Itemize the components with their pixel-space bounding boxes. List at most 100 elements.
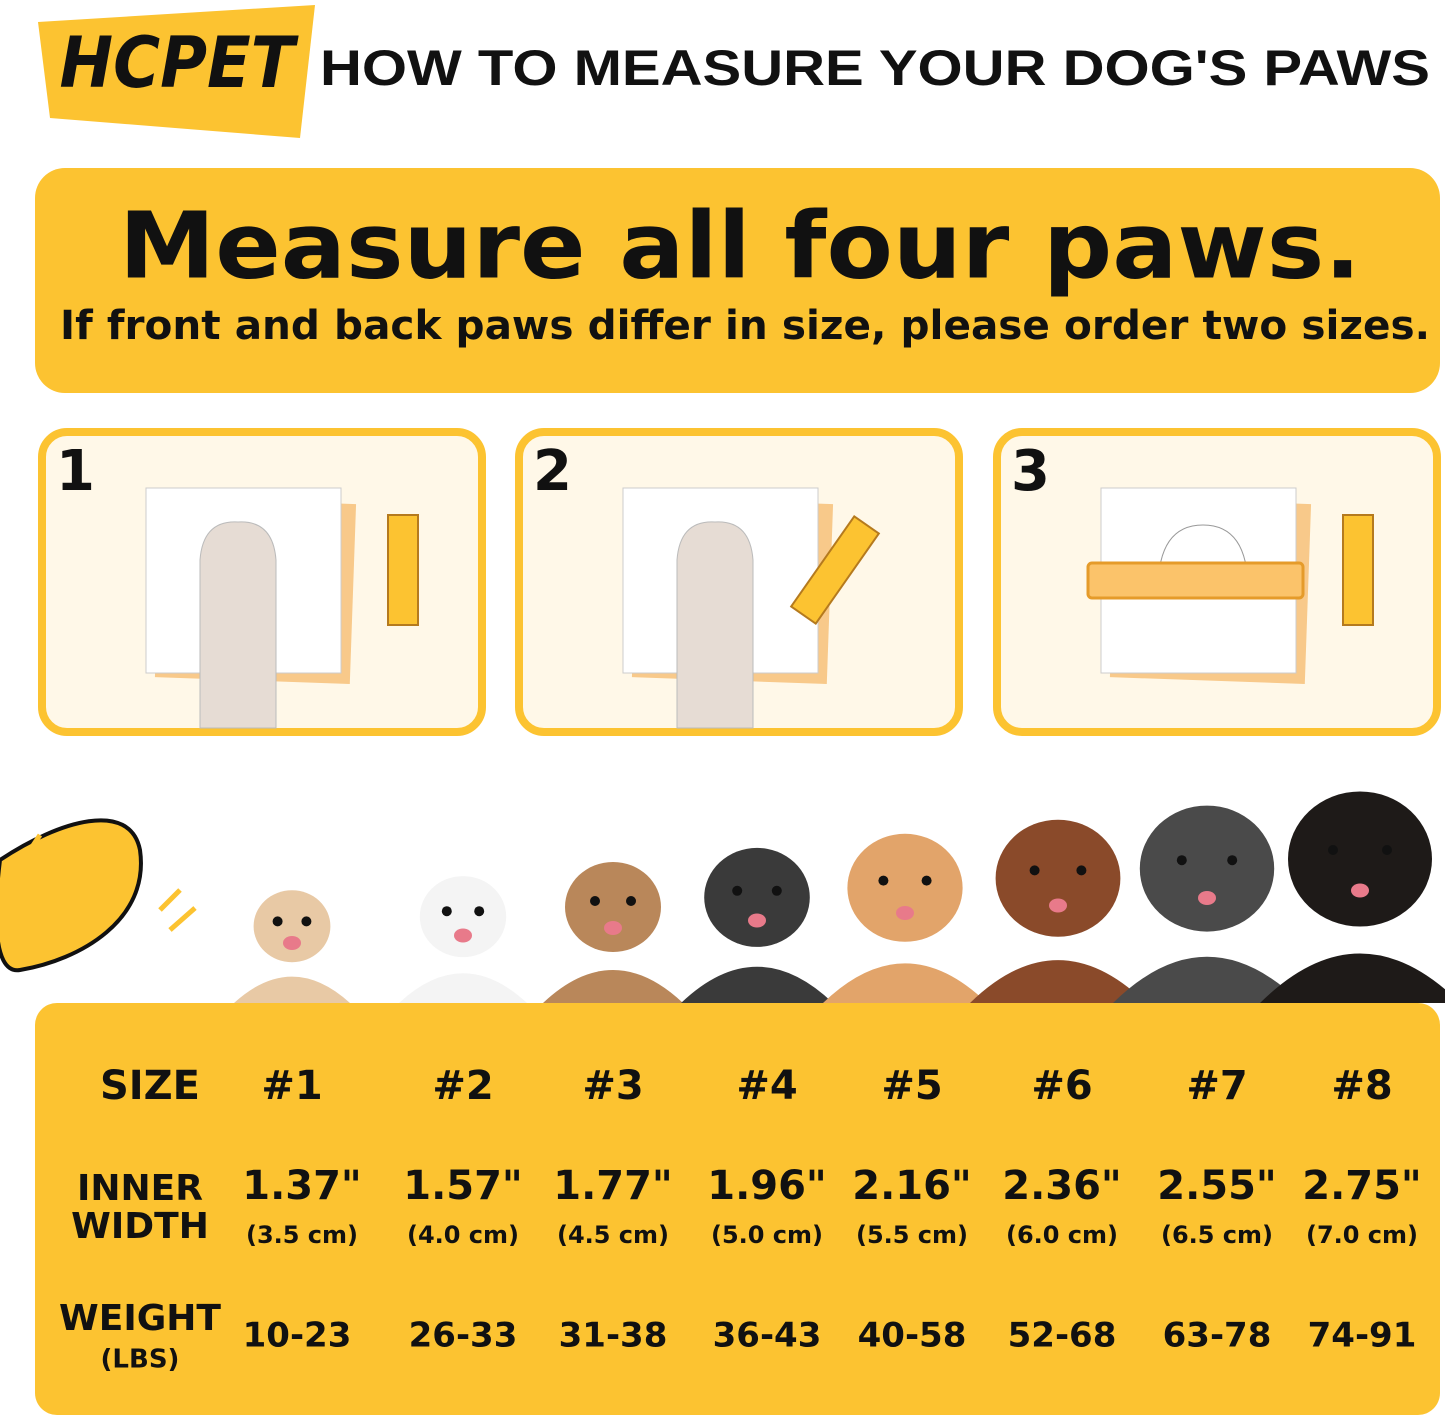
table-columns: #1 1.37" (3.5 cm) 10-23 #2 1.57" (4.0 cm) 26-33… <box>242 1063 1422 1356</box>
banner-heading: Measure all four paws. <box>119 192 1361 299</box>
banner <box>35 168 1440 393</box>
dog-eye <box>590 896 600 906</box>
dog-body <box>681 966 833 1003</box>
dog-head <box>1139 805 1275 932</box>
dog-eye <box>474 906 485 917</box>
dog-body <box>1113 956 1301 1003</box>
motion-lines <box>27 833 197 932</box>
weight: 74-91 <box>1308 1316 1417 1356</box>
dog-eye <box>1176 855 1187 866</box>
weight: 31-38 <box>559 1316 668 1356</box>
dog-tongue <box>283 936 301 950</box>
dog-eye <box>771 885 782 896</box>
weight: 40-58 <box>858 1316 967 1356</box>
dog-body <box>234 976 350 1003</box>
paw <box>676 521 754 729</box>
dog-eye <box>1328 845 1338 855</box>
width-inch: 2.16" <box>852 1163 972 1209</box>
width-cm: (6.5 cm) <box>1161 1221 1273 1249</box>
size: #1 <box>261 1063 322 1109</box>
width-cm: (3.5 cm) <box>246 1221 358 1249</box>
weight-label: WEIGHT <box>59 1298 221 1339</box>
dog-head <box>419 876 507 958</box>
width-inch: 1.77" <box>553 1163 673 1209</box>
weight-unit: (LBS) <box>101 1345 180 1375</box>
dog-tongue <box>604 921 622 935</box>
dog-row <box>0 791 1445 1003</box>
dog-body <box>1260 953 1445 1003</box>
width-label: INNER <box>77 1168 203 1209</box>
width-cm: (7.0 cm) <box>1306 1221 1418 1249</box>
width-inch: 1.37" <box>242 1163 362 1209</box>
width-cm: (6.0 cm) <box>1006 1221 1118 1249</box>
dog-eye <box>272 916 283 927</box>
dog-body <box>823 963 987 1003</box>
ruler <box>1086 561 1305 600</box>
weight: 26-33 <box>409 1316 518 1356</box>
step-number: 1 <box>56 439 95 504</box>
dog-eye <box>626 896 636 906</box>
size-table <box>35 1003 1440 1415</box>
width-label: WIDTH <box>71 1206 209 1247</box>
size: #3 <box>582 1063 643 1109</box>
weight: 63-78 <box>1163 1316 1272 1356</box>
dog-tongue <box>748 913 766 928</box>
size: #4 <box>736 1063 797 1109</box>
width-inch: 1.57" <box>403 1163 523 1209</box>
dog-eye <box>441 906 452 917</box>
dog-body <box>970 960 1146 1003</box>
dog-eye <box>1227 855 1238 866</box>
paw <box>199 521 277 729</box>
dog-head <box>565 862 661 952</box>
dog-eye <box>1029 865 1040 876</box>
weight: 36-43 <box>713 1316 822 1356</box>
width-cm: (4.5 cm) <box>557 1221 669 1249</box>
dog-tongue <box>1049 898 1067 913</box>
brand: HCPET <box>60 22 300 104</box>
dog-head <box>704 847 810 947</box>
size: #7 <box>1186 1063 1247 1109</box>
width-cm: (4.0 cm) <box>407 1221 519 1249</box>
step-number: 3 <box>1011 439 1050 504</box>
pencil <box>789 514 881 626</box>
swoosh <box>0 818 143 973</box>
banner-subheading: If front and back paws differ in size, p… <box>60 303 1430 349</box>
dog-eye <box>732 885 743 896</box>
size-label: SIZE <box>100 1063 200 1109</box>
dog-tongue <box>1351 883 1369 898</box>
width-inch: 2.36" <box>1002 1163 1122 1209</box>
dog-eye <box>1076 865 1087 876</box>
dog-tongue <box>454 928 472 943</box>
width-inch: 2.55" <box>1157 1163 1277 1209</box>
dog-head <box>995 819 1121 937</box>
dog-head <box>1288 791 1432 927</box>
size: #8 <box>1331 1063 1392 1109</box>
dog-eye <box>301 916 312 927</box>
dog-tongue <box>896 906 914 920</box>
dog-head <box>253 890 331 963</box>
dog-body <box>399 973 527 1003</box>
dog-tongue <box>1198 891 1216 905</box>
dog-eye <box>921 875 932 886</box>
dog-eye <box>878 875 889 886</box>
steps: 1 2 3 <box>38 428 1441 736</box>
width-cm: (5.0 cm) <box>711 1221 823 1249</box>
width-inch: 1.96" <box>707 1163 827 1209</box>
brand-badge <box>38 5 315 138</box>
dog-eye <box>1382 845 1392 855</box>
pencil <box>387 514 419 626</box>
size: #2 <box>432 1063 493 1109</box>
step-number: 2 <box>533 439 572 504</box>
dog-body <box>543 970 683 1003</box>
dog-head <box>847 833 963 942</box>
size: #6 <box>1031 1063 1092 1109</box>
pencil <box>1342 514 1374 626</box>
weight: 52-68 <box>1008 1316 1117 1356</box>
size: #5 <box>881 1063 942 1109</box>
width-inch: 2.75" <box>1302 1163 1422 1209</box>
width-cm: (5.5 cm) <box>856 1221 968 1249</box>
weight: 10-23 <box>243 1316 352 1356</box>
paw-outline <box>1157 524 1249 591</box>
